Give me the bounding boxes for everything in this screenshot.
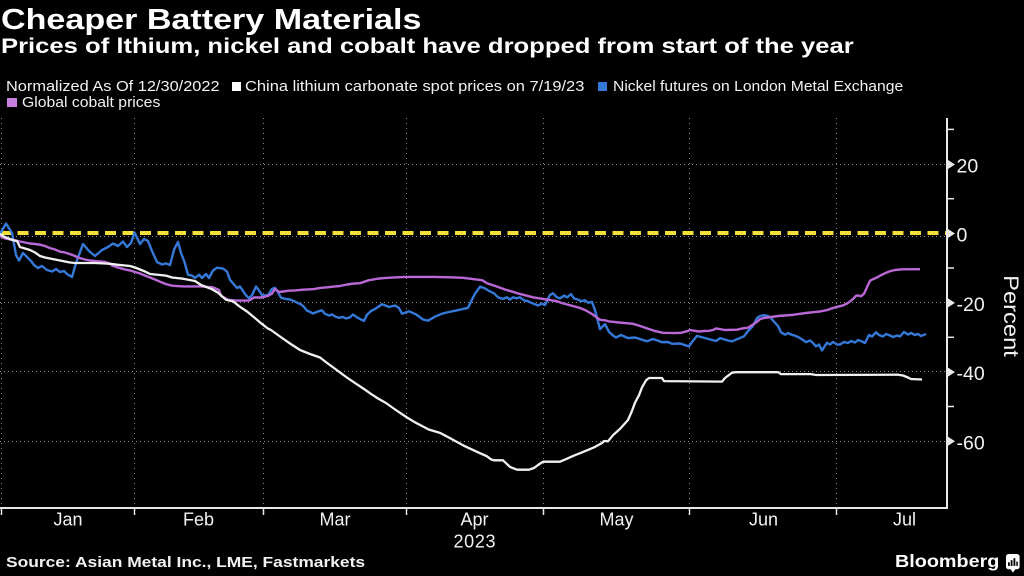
svg-text:May: May [599, 510, 633, 530]
svg-text:0: 0 [957, 225, 968, 247]
svg-text:Jun: Jun [749, 510, 778, 530]
svg-text:-60: -60 [957, 432, 985, 454]
svg-text:-20: -20 [957, 294, 985, 316]
svg-text:-40: -40 [957, 363, 985, 385]
svg-text:Feb: Feb [183, 510, 214, 530]
svg-text:Jul: Jul [893, 510, 916, 530]
svg-text:2023: 2023 [454, 532, 496, 552]
svg-text:Mar: Mar [320, 510, 351, 530]
svg-text:Jan: Jan [53, 510, 82, 530]
svg-text:20: 20 [957, 156, 979, 178]
svg-text:Percent: Percent [999, 275, 1022, 358]
svg-text:Apr: Apr [460, 510, 488, 530]
